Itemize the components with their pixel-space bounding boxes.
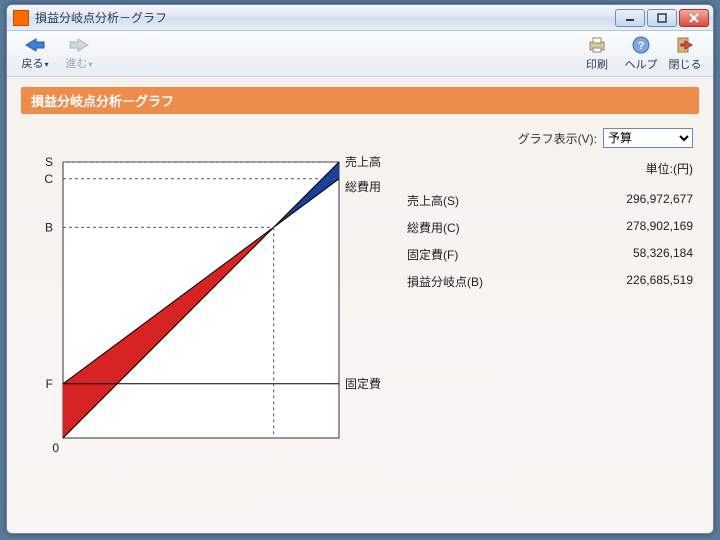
graph-display-label: グラフ表示(V): bbox=[518, 130, 597, 147]
forward-arrow-icon bbox=[68, 37, 90, 53]
data-row: 総費用(C) 278,902,169 bbox=[407, 214, 693, 241]
data-label: 固定費(F) bbox=[407, 246, 458, 263]
help-label: ヘルプ bbox=[625, 56, 658, 72]
window-title: 損益分岐点分析－グラフ bbox=[35, 9, 615, 26]
chevron-down-icon: ▾ bbox=[88, 60, 92, 69]
svg-text:C: C bbox=[44, 172, 53, 186]
minimize-icon bbox=[625, 13, 635, 23]
svg-text:固定費: 固定費 bbox=[345, 376, 381, 391]
help-button[interactable]: ? ヘルプ bbox=[619, 33, 663, 75]
data-label: 損益分岐点(B) bbox=[407, 273, 483, 290]
svg-text:F: F bbox=[46, 377, 53, 391]
svg-text:?: ? bbox=[638, 40, 645, 52]
unit-label: 単位:(円) bbox=[407, 160, 693, 177]
graph-display-select[interactable]: 予算 bbox=[603, 128, 693, 148]
close-window-button[interactable] bbox=[679, 9, 709, 27]
maximize-button[interactable] bbox=[647, 9, 677, 27]
data-row: 固定費(F) 58,326,184 bbox=[407, 241, 693, 268]
exit-icon bbox=[676, 36, 694, 54]
maximize-icon bbox=[657, 13, 667, 23]
app-icon bbox=[13, 10, 29, 26]
body-row: SC B F 0 売上高総費用固定費 単位:(円) 売上高(S) 296,972,677… bbox=[21, 156, 699, 466]
close-button[interactable]: 閉じる bbox=[663, 33, 707, 75]
toolbar: 戻る▾ 進む▾ 印刷 ? ヘルプ bbox=[7, 31, 713, 77]
panel-title: 損益分岐点分析－グラフ bbox=[21, 87, 699, 114]
chevron-down-icon: ▾ bbox=[44, 60, 48, 69]
svg-text:S: S bbox=[45, 156, 53, 169]
data-label: 売上高(S) bbox=[407, 192, 459, 209]
help-icon: ? bbox=[632, 36, 650, 54]
back-label: 戻る bbox=[21, 58, 43, 70]
controls-row: グラフ表示(V): 予算 bbox=[21, 128, 693, 148]
chart-svg: SC B F 0 売上高総費用固定費 bbox=[27, 156, 387, 466]
app-window: 損益分岐点分析－グラフ 戻る▾ 進む▾ bbox=[6, 4, 714, 534]
window-buttons bbox=[615, 9, 709, 27]
svg-text:総費用: 総費用 bbox=[345, 179, 381, 194]
breakeven-chart: SC B F 0 売上高総費用固定費 bbox=[27, 156, 387, 466]
back-arrow-icon bbox=[24, 37, 46, 53]
svg-text:0: 0 bbox=[52, 441, 59, 455]
data-value: 296,972,677 bbox=[573, 192, 693, 209]
data-value: 58,326,184 bbox=[573, 246, 693, 263]
print-button[interactable]: 印刷 bbox=[575, 33, 619, 75]
svg-text:売上高: 売上高 bbox=[345, 156, 381, 169]
data-panel: 単位:(円) 売上高(S) 296,972,677 総費用(C) 278,902… bbox=[407, 156, 699, 295]
close-label: 閉じる bbox=[669, 56, 702, 72]
forward-label: 進む bbox=[65, 58, 87, 70]
close-icon bbox=[689, 13, 699, 23]
minimize-button[interactable] bbox=[615, 9, 645, 27]
printer-icon bbox=[587, 36, 607, 54]
data-row: 売上高(S) 296,972,677 bbox=[407, 187, 693, 214]
content-area: 損益分岐点分析－グラフ グラフ表示(V): 予算 SC B F 0 売上高総費用固定費 … bbox=[7, 77, 713, 533]
svg-text:B: B bbox=[45, 220, 53, 234]
forward-button[interactable]: 進む▾ bbox=[57, 33, 101, 75]
back-button[interactable]: 戻る▾ bbox=[13, 33, 57, 75]
print-label: 印刷 bbox=[586, 56, 608, 72]
data-row: 損益分岐点(B) 226,685,519 bbox=[407, 268, 693, 295]
data-label: 総費用(C) bbox=[407, 219, 460, 236]
data-value: 226,685,519 bbox=[573, 273, 693, 290]
data-value: 278,902,169 bbox=[573, 219, 693, 236]
titlebar: 損益分岐点分析－グラフ bbox=[7, 5, 713, 31]
